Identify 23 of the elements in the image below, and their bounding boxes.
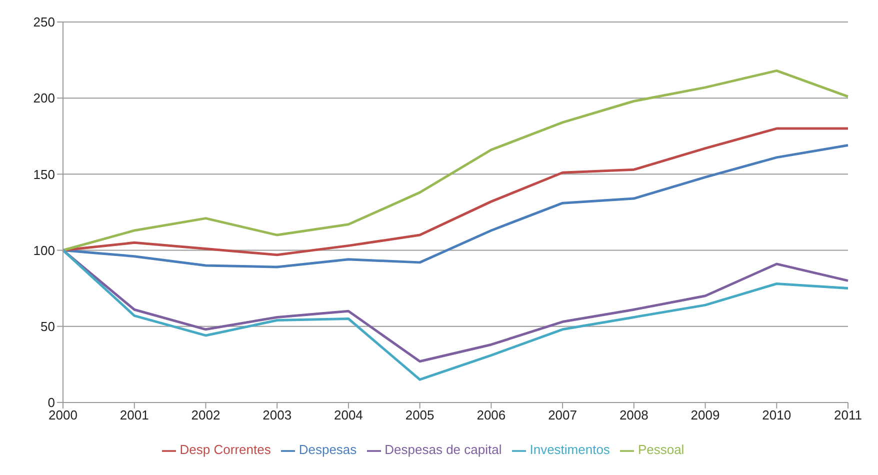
x-tick-label: 2010 xyxy=(762,408,792,423)
x-tick-label: 2005 xyxy=(405,408,434,423)
y-tick-label: 0 xyxy=(48,395,55,410)
y-tick-label: 150 xyxy=(33,166,55,182)
x-tick-label: 2009 xyxy=(690,408,720,423)
x-tick-label: 2004 xyxy=(334,408,363,423)
x-tick-label: 2000 xyxy=(48,408,78,423)
y-tick-label: 50 xyxy=(40,318,55,334)
x-tick-label: 2006 xyxy=(476,408,506,423)
legend-label: Investimentos xyxy=(530,442,610,458)
y-tick-label: 200 xyxy=(33,90,55,106)
legend-label: Desp Correntes xyxy=(180,442,271,458)
legend-label: Despesas de capital xyxy=(384,442,502,458)
x-tick-label: 2008 xyxy=(619,408,648,423)
legend-label: Pessoal xyxy=(638,442,684,458)
y-tick-label: 250 xyxy=(33,14,55,30)
x-tick-label: 2001 xyxy=(120,408,149,423)
x-tick-label: 2011 xyxy=(834,408,862,423)
legend-label: Despesas xyxy=(298,442,357,458)
y-tick-label: 100 xyxy=(33,242,55,258)
x-tick-label: 2003 xyxy=(262,408,292,423)
x-tick-label: 2007 xyxy=(548,408,578,423)
x-tick-label: 2002 xyxy=(191,408,220,423)
